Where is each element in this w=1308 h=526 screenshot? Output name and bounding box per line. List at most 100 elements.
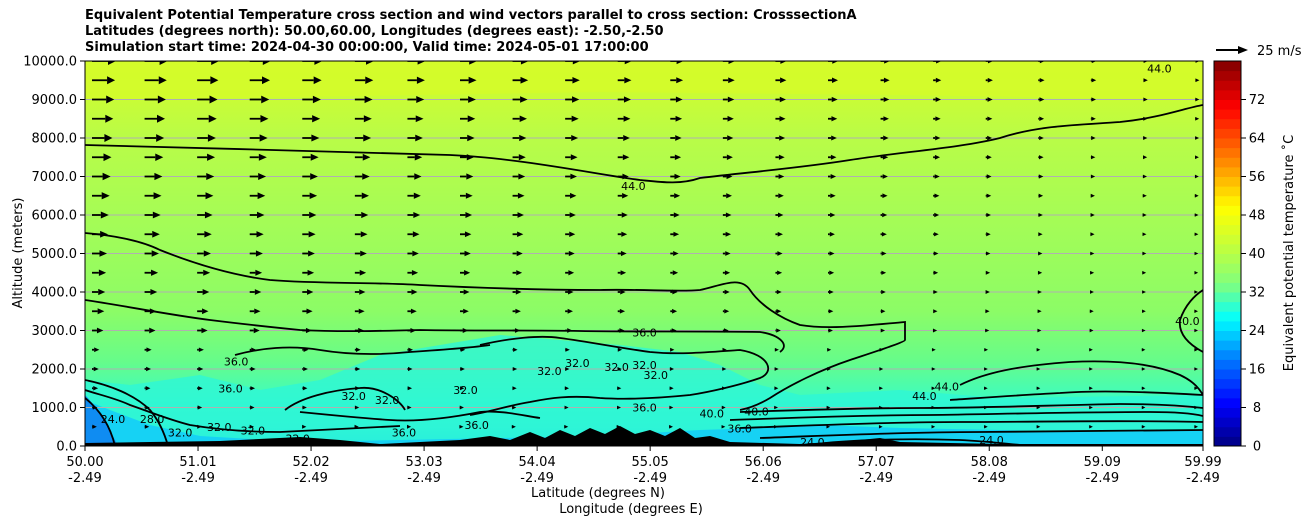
wind-vector <box>984 367 988 371</box>
wind-vector <box>879 367 884 371</box>
wind-vector <box>144 308 157 315</box>
wind-vector <box>249 211 265 219</box>
wind-vector-head <box>984 367 988 371</box>
wind-vector-head <box>313 76 322 85</box>
wind-vector <box>774 347 779 352</box>
wind-vector-head <box>933 251 939 256</box>
wind-vector-head <box>726 193 732 199</box>
wind-vector <box>197 366 204 372</box>
wind-vector <box>1090 174 1096 179</box>
y-axis-ticks: 0.0 1000.0 2000.0 3000.0 4000.0 5000.0 6000.0 7… <box>23 55 85 455</box>
wind-vector-head <box>100 211 109 219</box>
wind-vector-head <box>146 366 152 372</box>
contour-label: 36.0 <box>632 326 657 339</box>
wind-vector-head <box>778 173 785 180</box>
wind-vector <box>92 192 110 200</box>
wind-vector-head <box>257 211 265 219</box>
wind-vector-head <box>411 289 418 295</box>
wind-vector-head <box>207 134 216 142</box>
wind-vector <box>722 96 735 103</box>
wind-vector <box>1194 328 1198 333</box>
wind-vector-head <box>881 232 887 237</box>
wind-vector-head <box>1194 425 1198 429</box>
wind-vector <box>670 61 684 65</box>
wind-vector <box>249 366 256 372</box>
wind-vector-head <box>620 270 627 276</box>
wind-vector-head <box>1089 405 1093 410</box>
contour-label: 32.0 <box>604 361 629 374</box>
wind-vector-head <box>1089 309 1094 314</box>
wind-vector <box>721 424 726 429</box>
wind-vector-head <box>728 77 735 84</box>
wind-vector <box>828 174 837 179</box>
wind-vector-head <box>106 95 115 104</box>
y-tick-label: 9000.0 <box>32 93 78 108</box>
wind-vector-head <box>205 192 214 200</box>
wind-vector-head <box>198 386 203 391</box>
y-tick-label: 0.0 <box>56 440 77 455</box>
wind-vector <box>1038 174 1044 179</box>
wind-vector-head <box>882 212 888 218</box>
wind-vector <box>197 114 217 123</box>
wind-vector <box>722 270 731 276</box>
wind-vector <box>460 386 465 391</box>
wind-vector-head <box>774 424 778 429</box>
wind-vector-head <box>721 424 726 429</box>
wind-vector <box>512 308 521 314</box>
wind-vector <box>144 288 158 296</box>
wind-vector <box>826 424 831 429</box>
x-axis-label: Latitude (degrees N) <box>531 486 665 501</box>
contour-label: 36.0 <box>218 382 243 395</box>
wind-vector <box>197 308 209 315</box>
wind-vector <box>1038 193 1044 198</box>
wind-vector <box>197 347 204 353</box>
wind-vector <box>512 212 524 218</box>
wind-vector-head <box>777 251 783 256</box>
wind-vector <box>249 76 271 85</box>
wind-vector-head <box>1142 251 1147 256</box>
wind-vector <box>407 173 422 180</box>
wind-vector-head <box>202 308 209 315</box>
wind-vector-head <box>570 173 577 180</box>
wind-vector <box>774 386 779 391</box>
wind-vector-head <box>727 135 734 141</box>
wind-vector-head <box>410 327 417 334</box>
wind-vector <box>670 308 678 314</box>
wind-vector <box>249 173 267 180</box>
wind-vector <box>197 95 218 104</box>
wind-vector-head <box>1036 425 1041 429</box>
wind-vector-head <box>467 134 475 142</box>
contour-label: 32.0 <box>644 369 669 382</box>
wind-vector-head <box>152 230 160 238</box>
wind-vector <box>670 77 684 84</box>
wind-vector <box>721 405 726 410</box>
wind-vector-head <box>198 366 204 372</box>
wind-vector <box>1194 348 1198 352</box>
contour-24-left <box>85 397 116 446</box>
wind-vector <box>1194 367 1198 371</box>
wind-vector-head <box>406 424 412 429</box>
wind-vector-head <box>463 308 469 314</box>
colorbar-tick-label: 16 <box>1249 363 1266 378</box>
wind-vector <box>933 289 938 295</box>
wind-vector <box>985 77 993 83</box>
wind-vector-head <box>413 192 421 199</box>
x-tick-label-lon: -2.49 <box>972 471 1006 486</box>
wind-vector-head <box>518 173 526 180</box>
wind-vector-head <box>671 328 677 333</box>
wind-vector-head <box>101 192 110 200</box>
wind-vector <box>460 212 473 218</box>
wind-vector <box>933 135 941 141</box>
colorbar-band <box>1214 205 1241 216</box>
wind-vector-head <box>1089 348 1093 352</box>
wind-vector-head <box>829 231 835 237</box>
wind-vector <box>880 251 887 256</box>
wind-vector-head <box>724 289 730 295</box>
wind-vector-head <box>308 231 316 238</box>
wind-vector-head <box>519 115 527 122</box>
wind-vector-head <box>1037 290 1042 294</box>
contour-36-low-right <box>729 411 1203 421</box>
quiver-key-arrow-head <box>1238 46 1248 54</box>
wind-vector <box>512 347 518 352</box>
wind-vector-head <box>987 116 993 122</box>
